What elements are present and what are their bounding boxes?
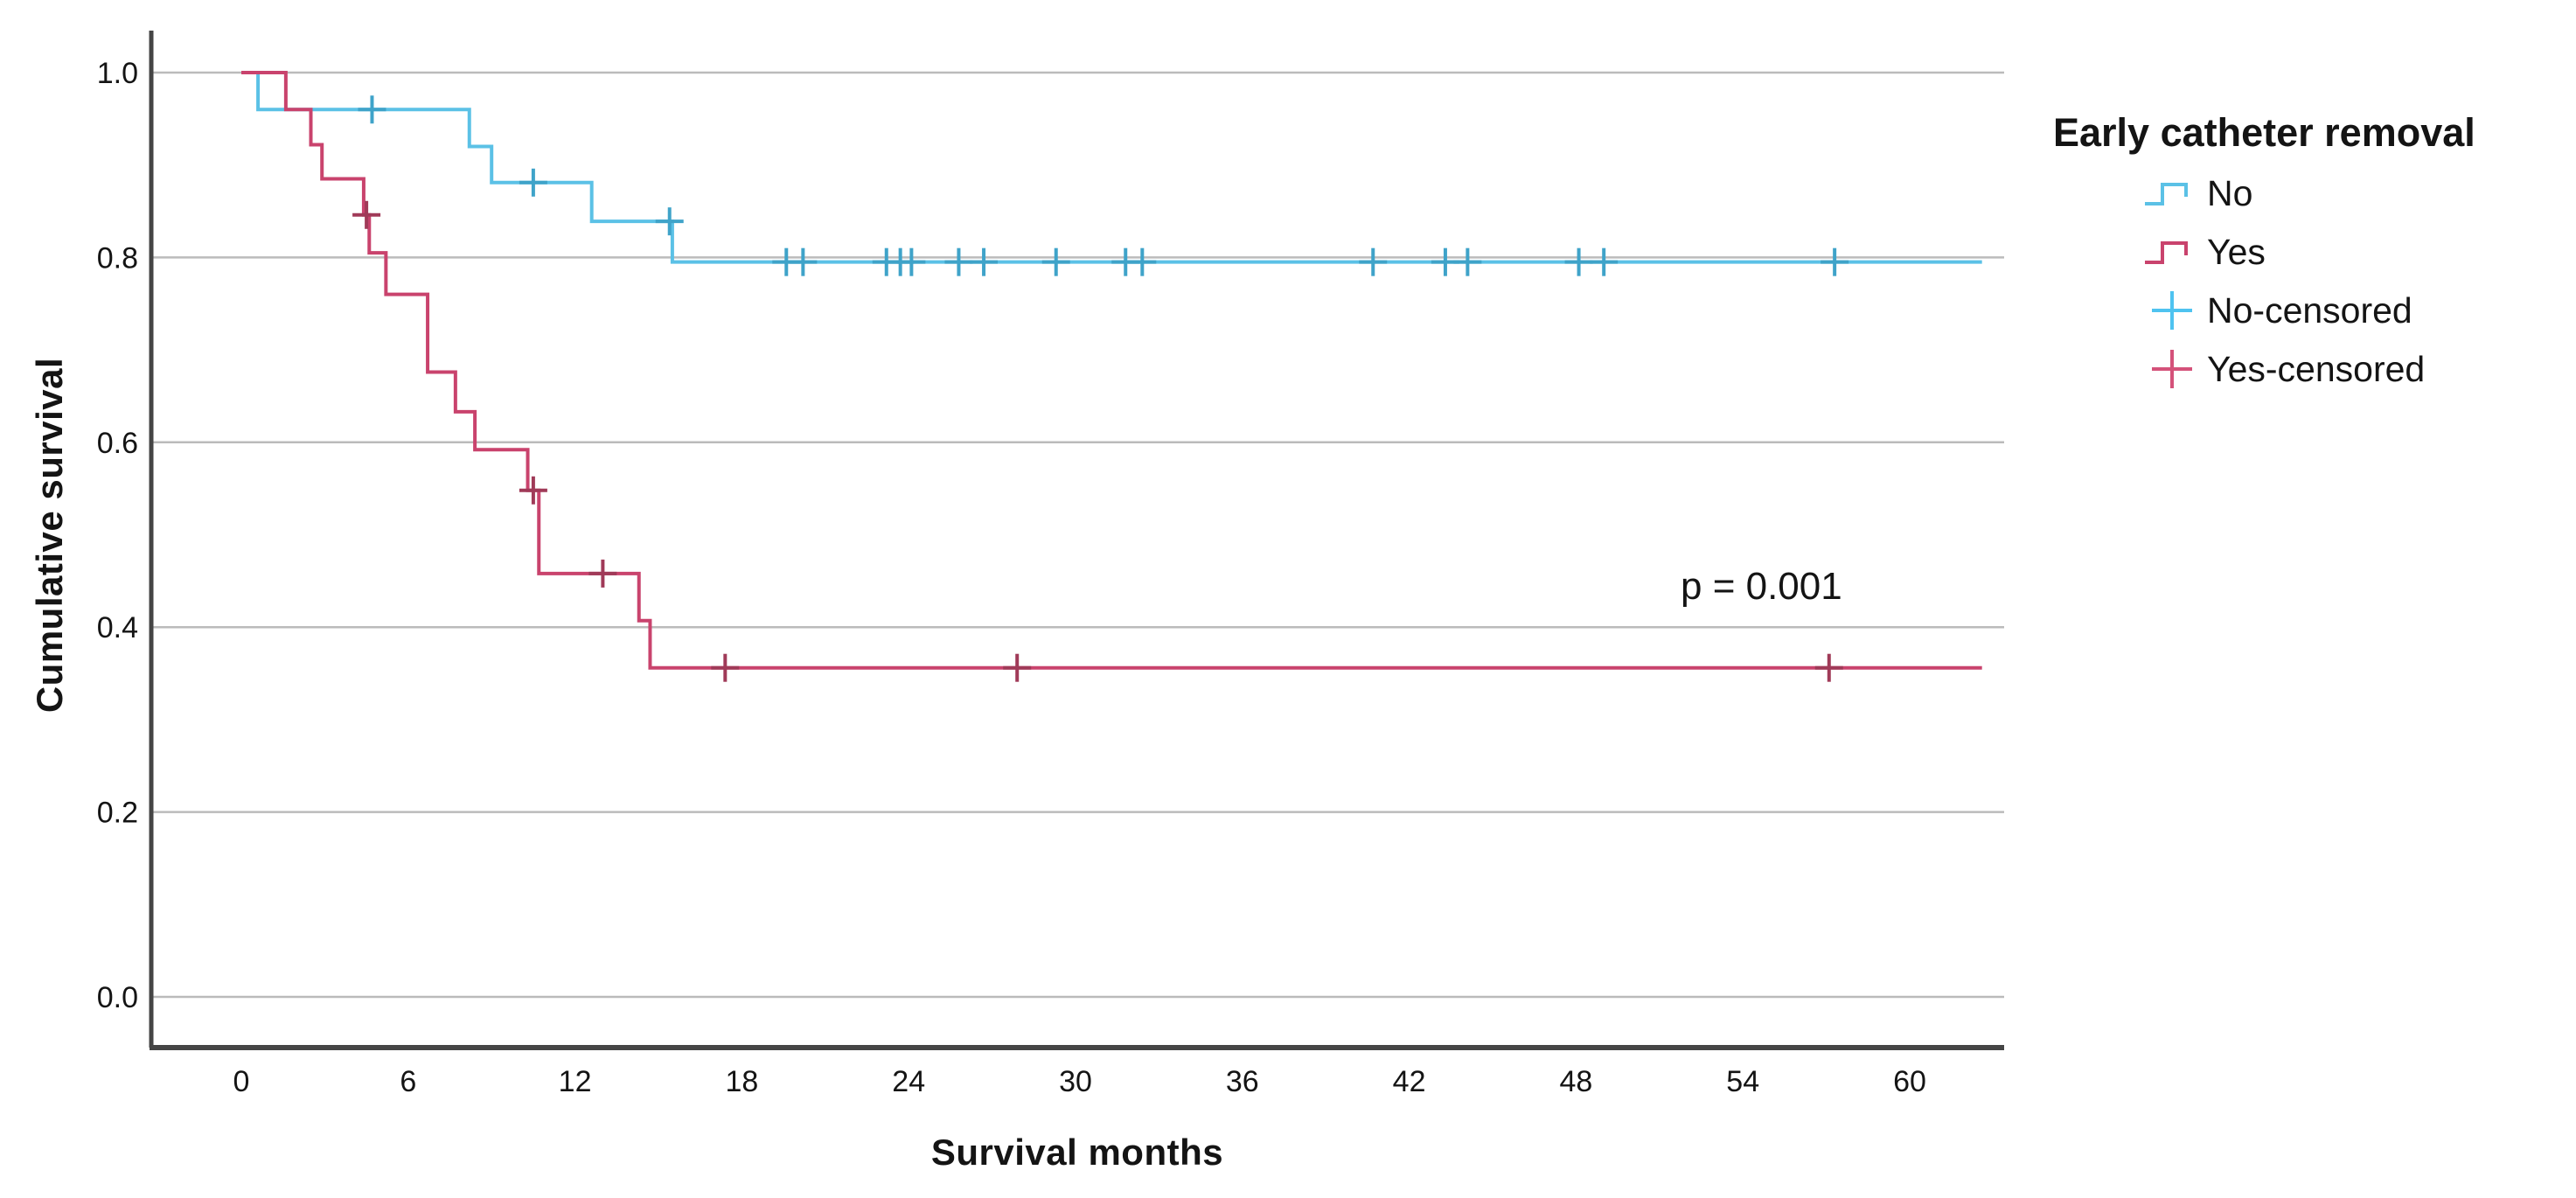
x-tick-label: 24 (892, 1065, 925, 1098)
y-tick-label: 0.6 (97, 427, 138, 460)
y-tick-label: 0.4 (97, 611, 138, 644)
x-tick-label: 18 (725, 1065, 758, 1098)
x-tick-label: 54 (1726, 1065, 1759, 1098)
axes (149, 31, 2004, 1050)
x-axis-title: Survival months (930, 1132, 1224, 1173)
legend-item-yes-censored: Yes-censored (2142, 349, 2475, 389)
series-no-censored-marks (358, 95, 1849, 276)
y-axis-title: Cumulative survival (29, 357, 70, 714)
x-tick-labels: 0 6 12 18 24 30 36 42 48 54 60 (233, 1065, 1926, 1098)
gridlines (151, 71, 2004, 999)
step-line-icon (2145, 241, 2188, 264)
legend-title: Early catheter removal (2053, 110, 2475, 155)
x-tick-label: 60 (1893, 1065, 1926, 1098)
y-tick-label: 1.0 (97, 57, 138, 90)
x-tick-label: 42 (1393, 1065, 1426, 1098)
legend-item-label: Yes (2207, 231, 2266, 272)
y-tick-label: 0.8 (97, 241, 138, 275)
legend-items: No Yes No-censored Yes-censored (2053, 173, 2475, 389)
survival-curve-no (241, 71, 1982, 264)
x-tick-label: 36 (1226, 1065, 1259, 1098)
x-tick-label: 30 (1059, 1065, 1092, 1098)
legend-item-yes: Yes (2142, 232, 2475, 272)
series-yes-censored-marks (352, 200, 1843, 682)
step-line-icon (2145, 183, 2188, 205)
y-tick-label: 0.2 (97, 797, 138, 830)
y-tick-labels: 0.0 0.2 0.4 0.6 0.8 1.0 (97, 57, 138, 1014)
legend-item-no: No (2142, 173, 2475, 213)
series-no-curve (241, 71, 1982, 264)
plus-icon (2152, 291, 2192, 330)
x-tick-label: 48 (1559, 1065, 1592, 1098)
legend: Early catheter removal No Yes No-censored Y… (2053, 110, 2475, 389)
legend-item-label: No (2207, 172, 2253, 213)
y-tick-label: 0.0 (97, 981, 138, 1014)
plus-icon (2152, 350, 2192, 388)
x-tick-label: 0 (233, 1065, 250, 1098)
legend-item-label: No-censored (2207, 289, 2412, 331)
x-tick-label: 12 (559, 1065, 592, 1098)
x-tick-label: 6 (400, 1065, 416, 1098)
p-value-annotation: p = 0.001 (1681, 565, 1842, 608)
legend-item-no-censored: No-censored (2142, 290, 2475, 331)
legend-item-label: Yes-censored (2207, 348, 2426, 389)
